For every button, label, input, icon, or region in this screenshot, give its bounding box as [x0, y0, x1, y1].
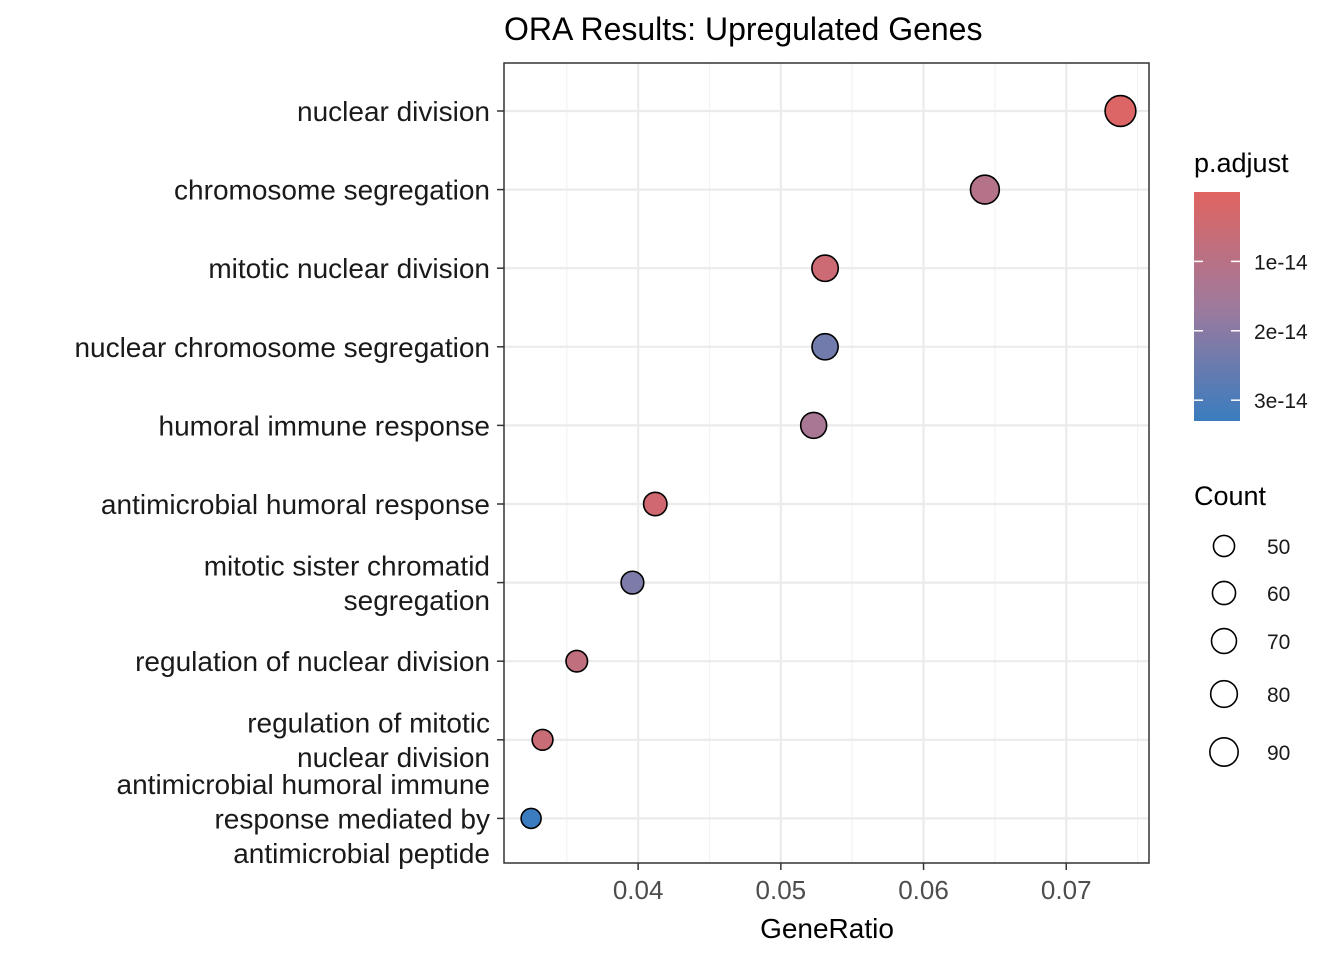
y-tick-label: mitotic nuclear division	[208, 253, 490, 284]
y-tick-label: response mediated by	[214, 803, 490, 834]
color-legend: p.adjust 1e-14 2e-14 3e-14	[1194, 148, 1308, 421]
size-legend-label: 90	[1267, 742, 1290, 765]
data-point	[642, 491, 668, 517]
y-tick-label: nuclear division	[297, 96, 490, 127]
data-point	[531, 728, 554, 751]
color-legend-label: 2e-14	[1254, 321, 1308, 344]
size-legend-label: 50	[1267, 536, 1290, 559]
size-legend-circle	[1212, 534, 1236, 558]
color-legend-title: p.adjust	[1194, 148, 1289, 178]
grid	[504, 63, 1149, 863]
x-tick-label: 0.05	[756, 875, 807, 905]
y-tick-label: regulation of nuclear division	[135, 646, 490, 677]
color-legend-label: 1e-14	[1254, 251, 1308, 274]
y-tick-label: segregation	[344, 585, 490, 616]
size-legend-title: Count	[1194, 481, 1267, 511]
data-point	[1104, 94, 1137, 128]
x-tick-label: 0.06	[898, 875, 949, 905]
y-axis: nuclear division chromosome segregation mi…	[74, 96, 504, 869]
y-tick-label: nuclear chromosome segregation	[74, 332, 490, 363]
color-legend-label: 3e-14	[1254, 390, 1308, 413]
size-legend-circle	[1210, 627, 1238, 655]
x-tick-label: 0.04	[613, 875, 664, 905]
y-tick-label: antimicrobial humoral immune	[117, 769, 490, 800]
size-legend-circle	[1211, 580, 1237, 606]
y-tick-label: humoral immune response	[159, 410, 491, 441]
y-tick-label: nuclear division	[297, 742, 490, 773]
y-tick-label: mitotic sister chromatid	[204, 550, 490, 581]
data-point	[799, 411, 828, 440]
size-legend-label: 70	[1267, 631, 1290, 654]
size-legend-label: 80	[1267, 684, 1290, 707]
y-tick-label: antimicrobial humoral response	[101, 489, 490, 520]
data-points	[520, 94, 1137, 830]
x-axis-title: GeneRatio	[760, 913, 894, 944]
data-point	[520, 807, 542, 830]
size-legend-label: 60	[1267, 583, 1290, 606]
data-point	[565, 649, 589, 673]
panel-border	[503, 62, 1150, 864]
data-point	[811, 254, 840, 283]
size-legend: Count 50 60 70 80 90	[1194, 481, 1290, 767]
y-tick-label: chromosome segregation	[174, 175, 490, 206]
x-axis: 0.04 0.05 0.06 0.07	[613, 863, 1092, 905]
y-tick-label: antimicrobial peptide	[233, 838, 490, 869]
size-legend-circle	[1209, 679, 1239, 709]
size-legend-circle	[1209, 737, 1239, 767]
data-point	[969, 174, 1001, 205]
chart-title: ORA Results: Upregulated Genes	[504, 11, 982, 47]
data-point	[620, 570, 645, 595]
x-tick-label: 0.07	[1041, 875, 1092, 905]
y-tick-label: regulation of mitotic	[247, 708, 490, 739]
data-point	[811, 332, 839, 361]
color-bar	[1194, 192, 1240, 421]
